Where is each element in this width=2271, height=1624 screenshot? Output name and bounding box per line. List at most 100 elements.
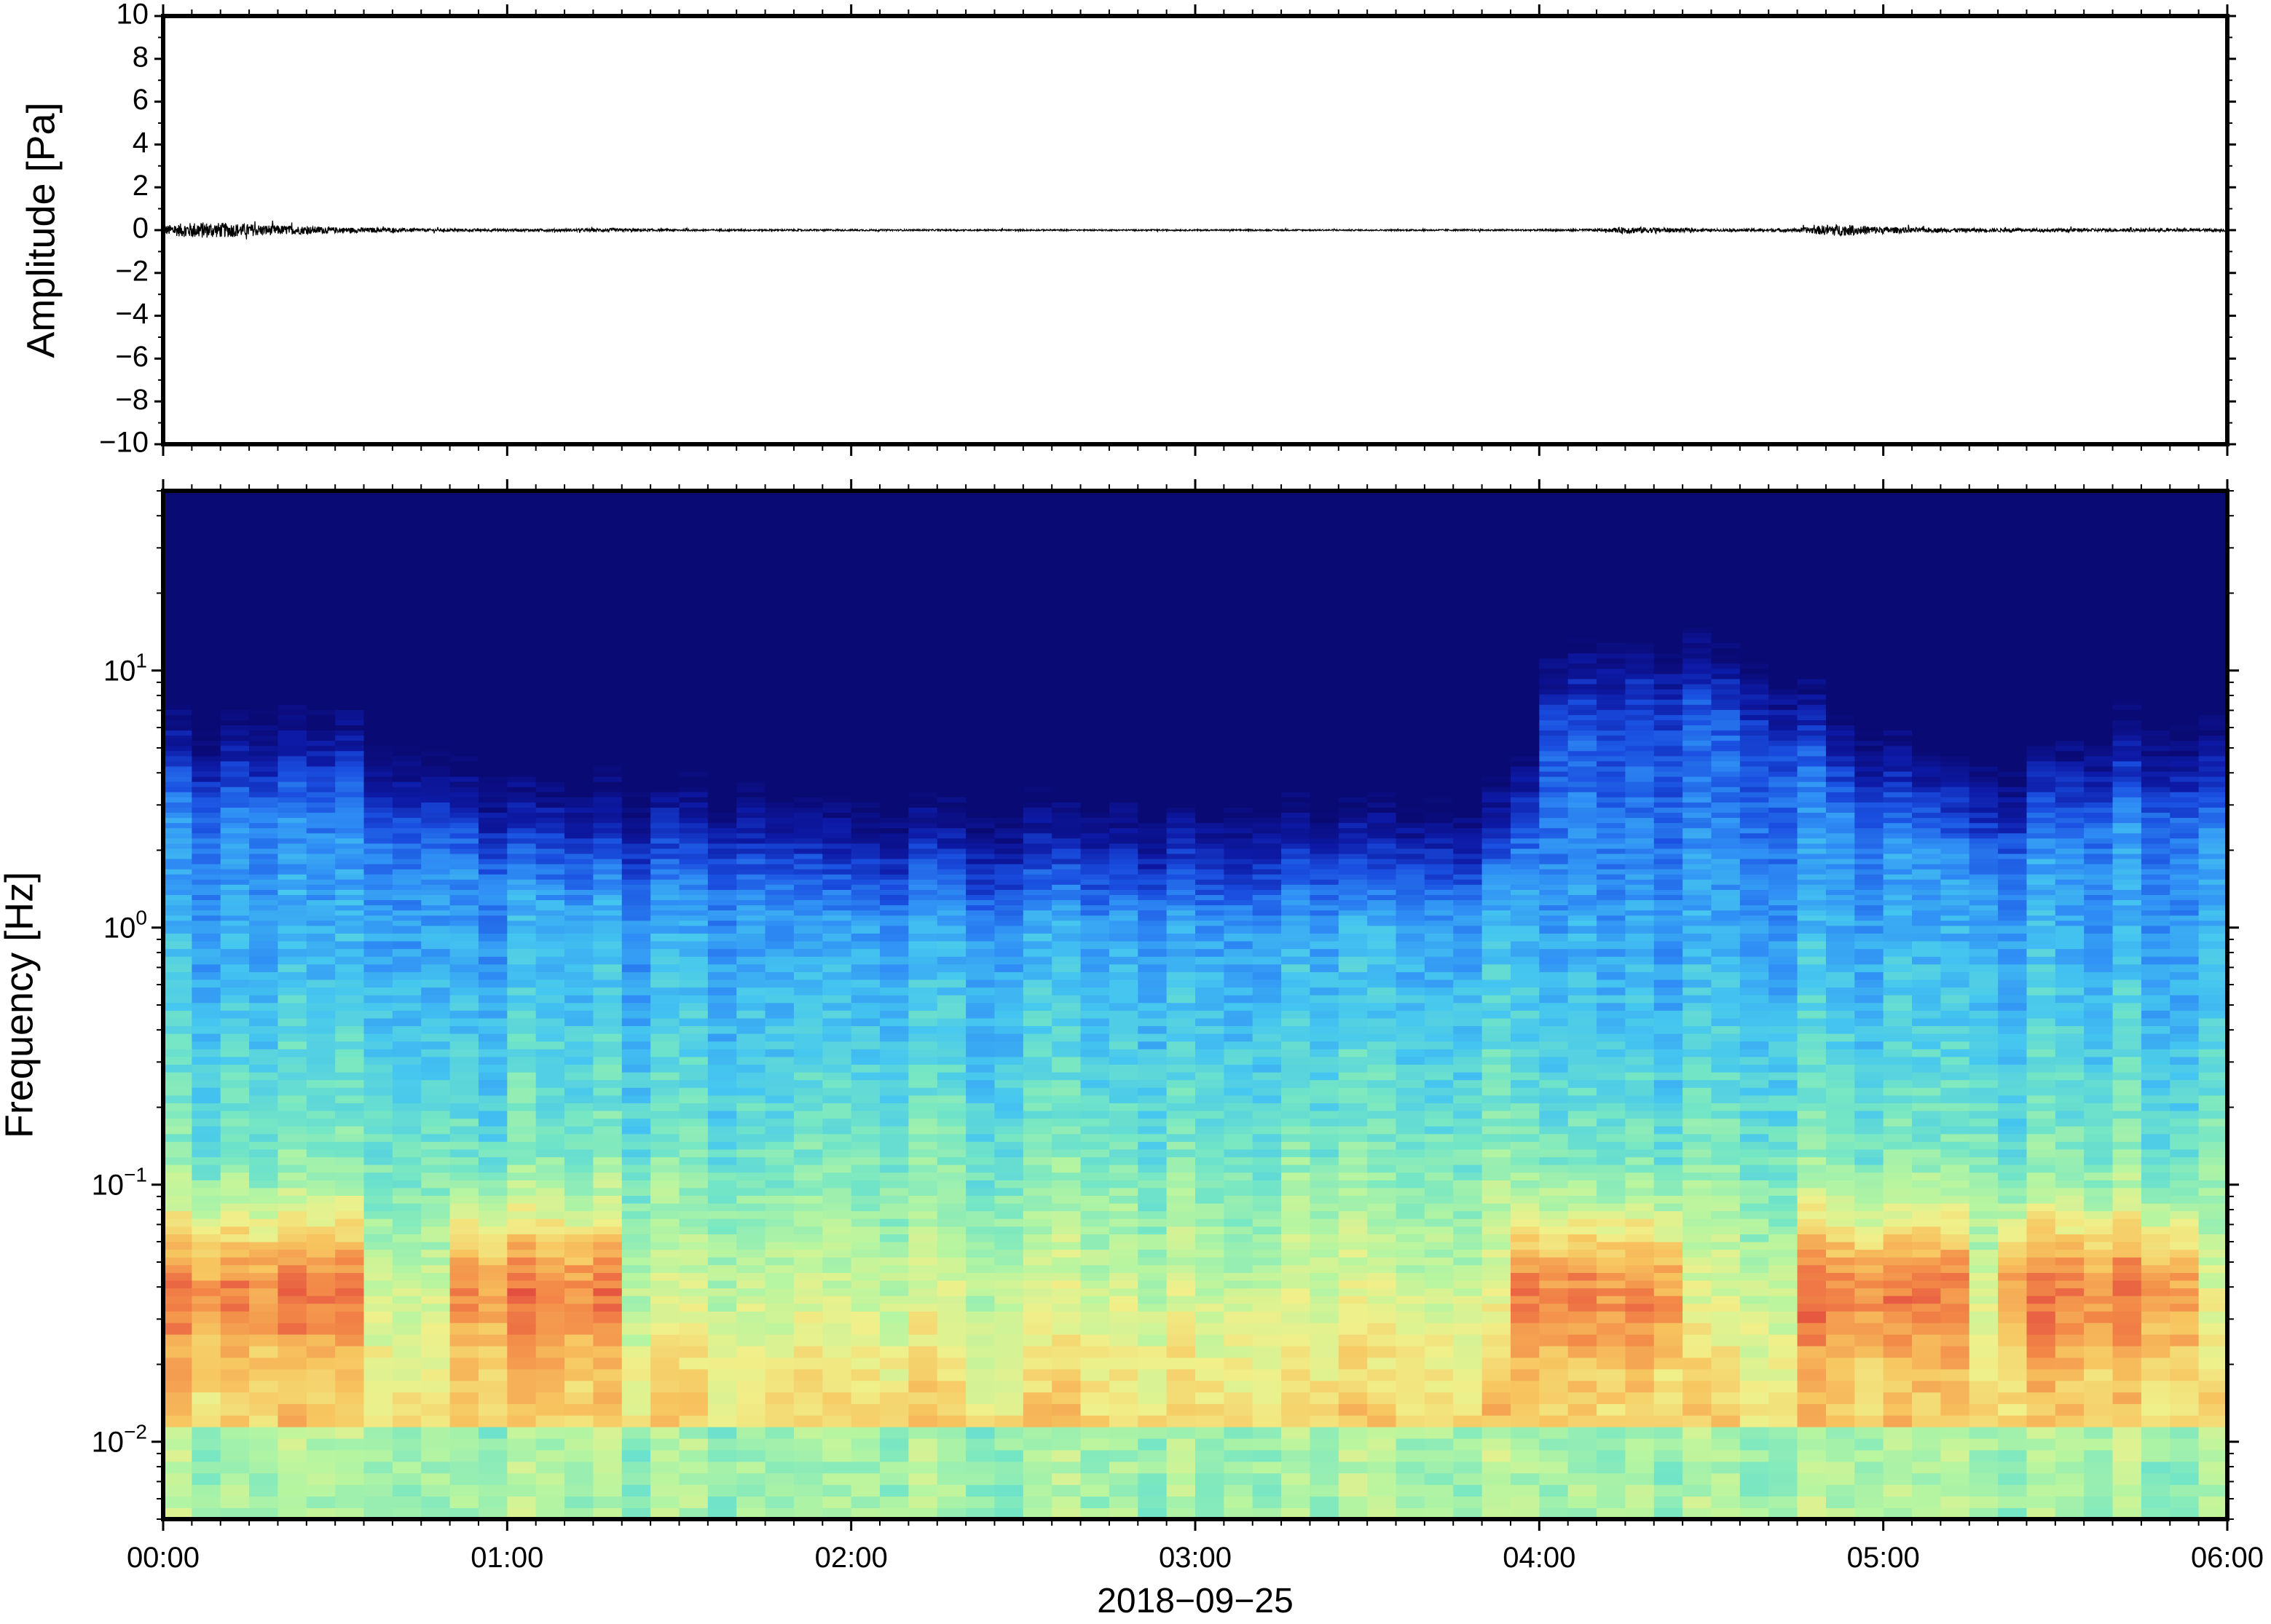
spectrogram-cell	[851, 770, 881, 777]
spectrogram-cell	[421, 848, 451, 854]
spectrogram-cell	[908, 1103, 938, 1111]
spectrogram-cell	[335, 1033, 365, 1042]
spectrogram-cell	[822, 714, 852, 720]
spectrogram-cell	[249, 1322, 279, 1335]
spectrogram-cell	[306, 524, 336, 530]
spectrogram-cell	[966, 1041, 996, 1049]
spectrogram-cell	[707, 1041, 738, 1049]
spectrogram-cell	[249, 709, 279, 715]
spectrogram-cell	[966, 1345, 996, 1358]
spectrogram-cell	[278, 735, 307, 741]
spectrogram-cell	[421, 1461, 451, 1474]
spectrogram-cell	[220, 1041, 250, 1049]
spectrogram-cell	[736, 714, 766, 720]
spectrogram-cell	[220, 535, 250, 540]
spectrogram-cell	[1023, 740, 1052, 746]
spectrogram-cell	[650, 760, 680, 767]
spectrogram-cell	[392, 853, 422, 859]
spectrogram-cell	[880, 1017, 910, 1027]
spectrogram-cell	[335, 899, 365, 906]
spectrogram-cell	[994, 963, 1024, 972]
spectrogram-cell	[363, 550, 393, 556]
spectrogram-cell	[793, 1049, 824, 1057]
spectrogram-cell	[880, 1202, 910, 1212]
spectrogram-cell	[421, 1403, 451, 1416]
spectrogram-cell	[306, 1280, 336, 1289]
spectrogram-cell	[937, 1280, 967, 1289]
spectrogram-cell	[679, 1496, 709, 1508]
spectrogram-cell	[650, 1049, 680, 1057]
spectrogram-cell	[736, 853, 766, 859]
spectrogram-cell	[736, 858, 766, 864]
spectrogram-cell	[736, 627, 766, 633]
spectrogram-cell	[937, 673, 967, 679]
spectrogram-cell	[908, 668, 938, 674]
spectrogram-cell	[793, 863, 824, 870]
spectrogram-cell	[478, 703, 508, 710]
spectrogram-cell	[249, 963, 279, 972]
spectrogram-cell	[192, 832, 221, 839]
spectrogram-cell	[793, 1172, 824, 1180]
spectrogram-cell	[478, 1103, 508, 1111]
spectrogram-cell	[593, 1064, 623, 1073]
spectrogram-cell	[192, 1202, 221, 1212]
spectrogram-cell	[421, 663, 451, 669]
spectrogram-cell	[1052, 1484, 1082, 1497]
spectrogram-cell	[593, 894, 623, 901]
spectrogram-cell	[1023, 519, 1052, 525]
spectrogram-cell	[937, 832, 967, 839]
spectrogram-cell	[278, 1392, 307, 1404]
spectrogram-cell	[249, 1438, 279, 1451]
spectrogram-cell	[564, 565, 594, 572]
spectrogram-cell	[937, 1041, 967, 1049]
spectrogram-cell	[478, 807, 508, 813]
spectrogram-cell	[793, 1368, 824, 1381]
spectrogram-cell	[994, 1333, 1024, 1347]
spectrogram-cell	[192, 591, 221, 597]
spectrogram-cell	[278, 933, 307, 942]
spectrogram-cell	[908, 1322, 938, 1335]
spectrogram-cell	[478, 750, 508, 757]
spectrogram-cell	[593, 642, 623, 649]
spectrogram-cell	[822, 920, 852, 926]
spectrogram-cell	[192, 1210, 221, 1219]
spectrogram-cell	[192, 963, 221, 972]
spectrogram-cell	[908, 1164, 938, 1173]
spectrogram-cell	[765, 868, 795, 875]
spectrogram-cell	[507, 843, 537, 849]
spectrogram-cell	[163, 781, 193, 787]
spectrogram-cell	[535, 550, 565, 556]
spectrogram-cell	[278, 663, 307, 669]
spectrogram-cell	[765, 1234, 795, 1242]
spectrogram-cell	[736, 868, 766, 875]
spectrogram-cell	[793, 1380, 824, 1393]
spectrogram-cell	[851, 1461, 881, 1474]
spectrogram-cell	[765, 1226, 795, 1234]
spectrogram-cell	[363, 971, 393, 980]
spectrogram-cell	[249, 1103, 279, 1111]
spectrogram-cell	[679, 1210, 709, 1219]
spectrogram-cell	[249, 1210, 279, 1219]
spectrogram-cell	[765, 1049, 795, 1057]
spectrogram-cell	[564, 616, 594, 623]
spectrogram-cell	[679, 1322, 709, 1335]
spectrogram-cell	[335, 1295, 365, 1304]
spectrogram-cell	[822, 1079, 852, 1088]
spectrogram-cell	[880, 622, 910, 628]
spectrogram-cell	[220, 1110, 250, 1119]
spectrogram-cell	[278, 498, 307, 505]
spectrogram-cell	[822, 827, 852, 834]
spectrogram-cell	[421, 647, 451, 654]
spectrogram-cell	[679, 1507, 709, 1519]
spectrogram-cell	[707, 622, 738, 628]
spectrogram-cell	[937, 637, 967, 644]
spectrogram-cell	[564, 1210, 594, 1219]
spectrogram-cell	[793, 653, 824, 659]
spectrogram-cell	[421, 1473, 451, 1486]
spectrogram-cell	[765, 1118, 795, 1127]
spectrogram-cell	[707, 760, 738, 767]
spectrogram-cell	[363, 1148, 393, 1158]
spectrogram-cell	[564, 591, 594, 597]
spectrogram-cell	[535, 889, 565, 896]
spectrogram-cell	[535, 606, 565, 612]
